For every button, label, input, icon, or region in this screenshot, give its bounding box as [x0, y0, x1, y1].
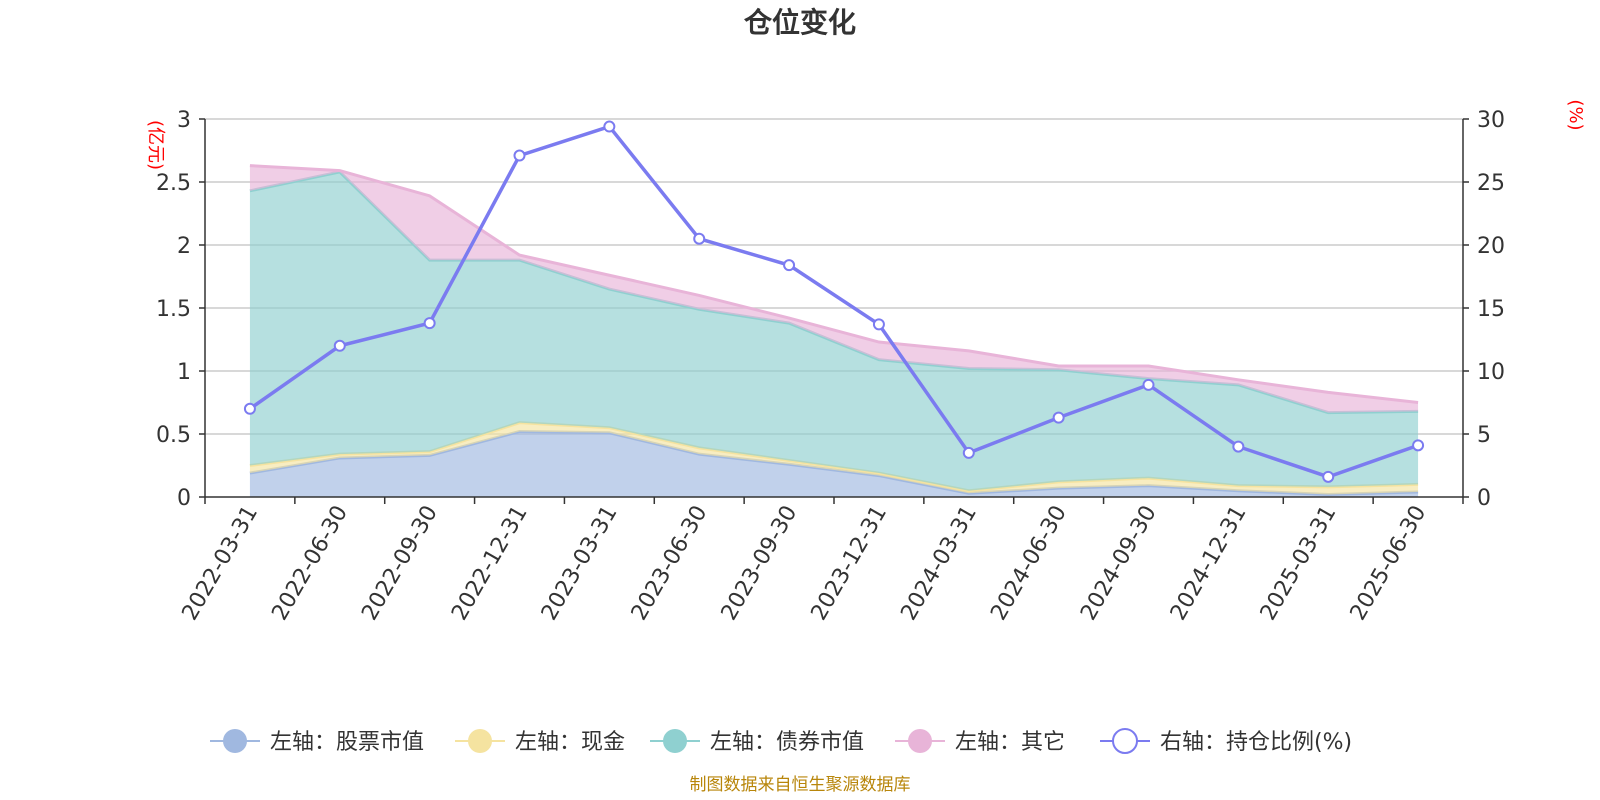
right-axis-tick-label: 5: [1477, 423, 1491, 448]
legend-item: 左轴：股票市值: [210, 729, 424, 755]
ratio-point: [872, 318, 885, 331]
legend-label: 右轴：持仓比例(%): [1160, 730, 1352, 755]
right-axis-tick-label: 0: [1477, 486, 1491, 511]
x-axis-tick-label: 2023-03-31: [537, 502, 623, 625]
ratio-point: [1142, 378, 1155, 391]
left-axis-tick-label: 3: [177, 108, 191, 133]
ratio-point: [1322, 470, 1335, 483]
right-axis-tick-label: 15: [1477, 297, 1505, 322]
legend-label: 左轴：债券市值: [710, 730, 864, 755]
ratio-point: [603, 120, 616, 133]
x-axis-tick-label: 2023-09-30: [717, 502, 803, 625]
ratio-point: [333, 339, 346, 352]
source-note: 制图数据来自恒生聚源数据库: [690, 775, 911, 795]
area-series-3: [249, 165, 1419, 413]
ratio-point: [693, 232, 706, 245]
legend-swatch-marker: [1112, 728, 1138, 754]
x-axis-tick-label: 2022-03-31: [178, 502, 264, 625]
x-axis-tick-label: 2024-06-30: [986, 502, 1072, 625]
legend: 左轴：股票市值 左轴：现金 左轴：债券市值 左轴：其它 右轴：持仓比例(%): [210, 728, 1352, 755]
x-axis-tick-label: 2022-09-30: [357, 501, 443, 624]
left-axis-tick-label: 0.5: [156, 423, 191, 448]
ratio-point: [783, 259, 796, 272]
ratio-point: [1232, 440, 1245, 453]
legend-label: 左轴：股票市值: [270, 730, 424, 755]
ratio-point: [243, 402, 256, 415]
ratio-line-series: [243, 120, 1425, 483]
ratio-point: [423, 317, 436, 330]
x-axis-tick-label: 2022-06-30: [267, 502, 353, 625]
ratio-point: [1052, 411, 1065, 424]
left-axis-tick-label: 2.5: [156, 171, 191, 196]
area-series-2: [249, 171, 1419, 491]
left-axis-tick-label: 1: [177, 360, 191, 385]
area-series: [249, 164, 1419, 497]
chart-title: 仓位变化: [744, 6, 856, 39]
right-axis-tick-label: 20: [1477, 234, 1505, 259]
right-axis-unit: (%): [1565, 99, 1586, 130]
legend-item: 左轴：其它: [895, 729, 1065, 755]
area-series-0: [249, 431, 1419, 497]
left-axis-tick-label: 0: [177, 486, 191, 511]
ratio-point: [513, 149, 526, 162]
x-axis-tick-label: 2022-12-31: [447, 502, 533, 625]
ratio-line: [248, 124, 1419, 479]
x-axis-tick-label: 2025-06-30: [1346, 502, 1432, 625]
x-axis-tick-label: 2023-06-30: [627, 502, 713, 625]
legend-item: 左轴：债券市值: [650, 729, 864, 755]
right-axis-tick-label: 10: [1477, 360, 1505, 385]
ratio-point: [962, 446, 975, 459]
x-axis-tick-label: 2024-03-31: [896, 501, 982, 624]
x-axis-tick-label: 2024-12-31: [1166, 502, 1252, 625]
left-axis-tick-label: 2: [177, 234, 191, 259]
right-axis-tick-label: 30: [1477, 108, 1505, 133]
left-axis-unit: (亿元): [145, 120, 166, 170]
x-axis-tick-label: 2025-03-31: [1256, 502, 1342, 625]
left-axis-tick-label: 1.5: [156, 297, 191, 322]
legend-swatch-marker: [468, 729, 492, 753]
ratio-point: [1412, 439, 1425, 452]
x-axis-tick-label: 2024-09-30: [1076, 502, 1162, 625]
legend-item: 右轴：持仓比例(%): [1100, 728, 1352, 755]
right-axis-tick-label: 25: [1477, 171, 1505, 196]
legend-label: 左轴：其它: [955, 730, 1065, 755]
x-axis-tick-label: 2023-12-31: [807, 502, 893, 625]
legend-swatch-marker: [223, 729, 247, 753]
legend-label: 左轴：现金: [515, 730, 625, 755]
legend-item: 左轴：现金: [455, 729, 625, 755]
area-edge-3: [249, 164, 1419, 404]
legend-swatch-marker: [663, 729, 687, 753]
legend-swatch-marker: [908, 729, 932, 753]
